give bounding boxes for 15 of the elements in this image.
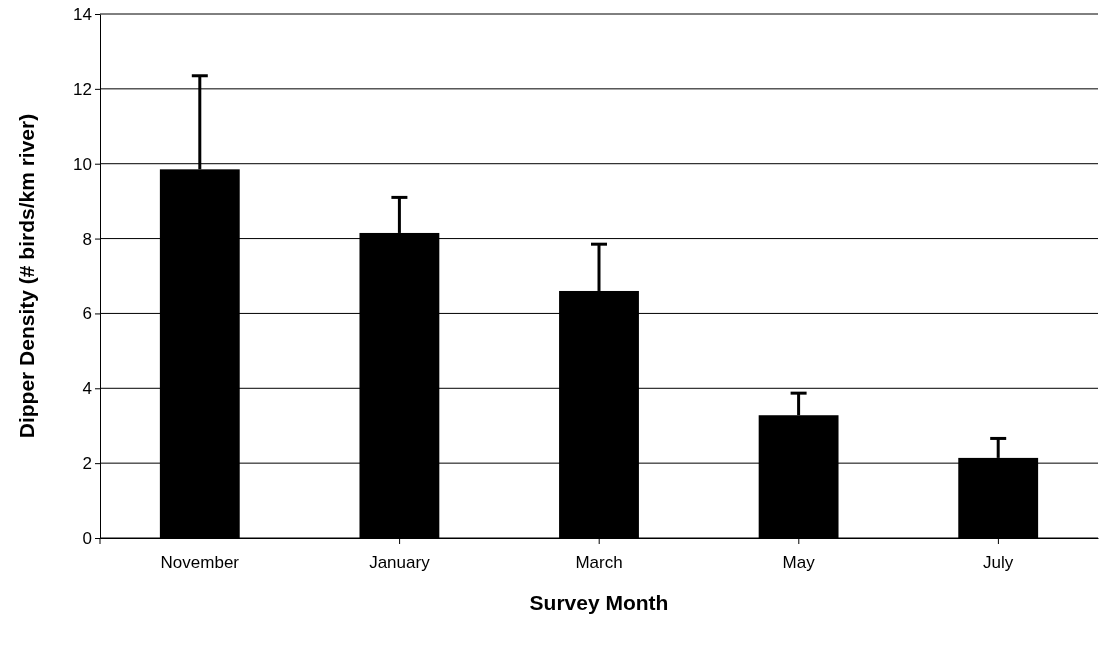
- y-tick-label: 12: [73, 79, 92, 99]
- y-tick-label: 8: [82, 229, 92, 249]
- y-tick-label: 4: [82, 379, 92, 399]
- y-tick-label: 6: [82, 304, 92, 324]
- x-tick-label: March: [575, 553, 623, 573]
- y-axis-title: Dipper Density (# birds/km river): [15, 113, 38, 439]
- x-axis-title: Survey Month: [529, 591, 669, 614]
- y-tick-label: 14: [73, 4, 92, 24]
- y-tick-label: 10: [73, 154, 92, 174]
- y-tick-label: 0: [82, 528, 92, 548]
- x-tick-label: July: [983, 553, 1014, 573]
- x-tick-label: January: [369, 553, 431, 573]
- x-tick-label: November: [160, 553, 240, 573]
- x-tick-label: May: [782, 553, 816, 573]
- y-tick-label: 2: [82, 454, 92, 474]
